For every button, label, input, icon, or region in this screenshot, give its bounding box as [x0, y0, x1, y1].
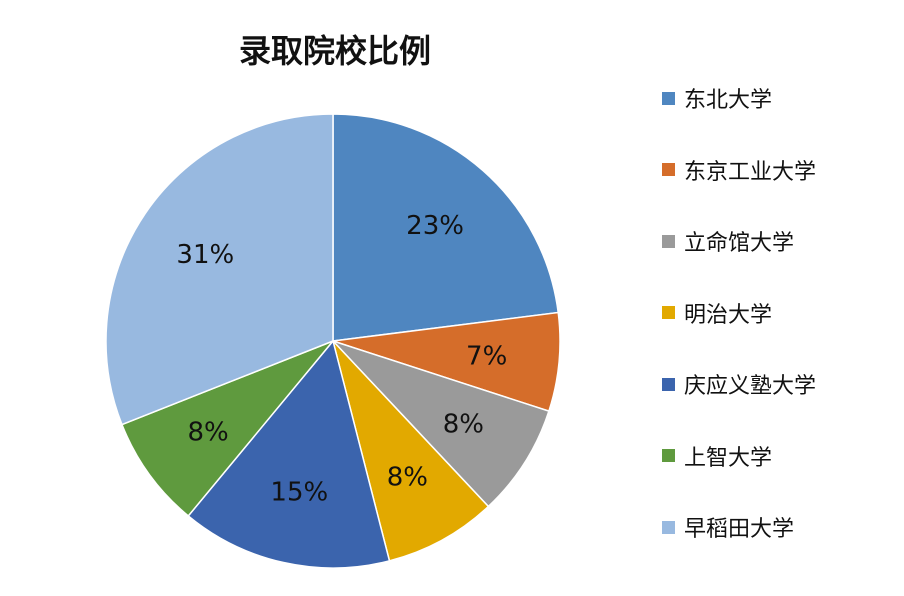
legend-swatch [662, 91, 675, 105]
legend-label: 庆应义塾大学 [684, 374, 817, 399]
data-label-4: 15% [270, 478, 328, 508]
data-label-6: 31% [176, 240, 234, 270]
data-label-3: 8% [387, 462, 428, 492]
pie-slice-3 [332, 340, 490, 562]
chart-title: 录取院校比例 [238, 32, 431, 70]
pie-slice-6 [105, 113, 334, 426]
legend-label: 上智大学 [684, 445, 773, 471]
legend-label: 早稻田大学 [684, 517, 795, 542]
legend-item: 明治大学 [662, 298, 772, 328]
legend-label: 立命馆大学 [684, 231, 795, 256]
legend-swatch [662, 449, 675, 462]
legend-label: 东北大学 [684, 88, 773, 113]
legend-swatch [662, 306, 675, 319]
data-label-5: 8% [187, 418, 228, 448]
pie-slice-5 [120, 340, 334, 517]
legend-swatch [662, 520, 675, 534]
legend-swatch [662, 234, 675, 248]
data-label-1: 7% [466, 342, 507, 372]
legend-item: 立命馆大学 [662, 226, 794, 256]
legend-swatch [662, 163, 675, 176]
data-label-0: 23% [406, 211, 464, 241]
legend-swatch [662, 377, 675, 391]
pie-slice-0 [332, 113, 560, 342]
legend-label: 东京工业大学 [684, 159, 817, 185]
legend-item: 东北大学 [662, 83, 772, 113]
pie-slice-2 [332, 340, 550, 508]
data-label-2: 8% [443, 410, 484, 440]
legend-label: 明治大学 [684, 302, 773, 328]
legend-item: 庆应义塾大学 [662, 369, 816, 399]
pie-slice-4 [187, 339, 391, 569]
legend-item: 东京工业大学 [662, 155, 816, 185]
legend-item: 上智大学 [662, 441, 772, 471]
legend-item: 早稻田大学 [662, 512, 794, 542]
